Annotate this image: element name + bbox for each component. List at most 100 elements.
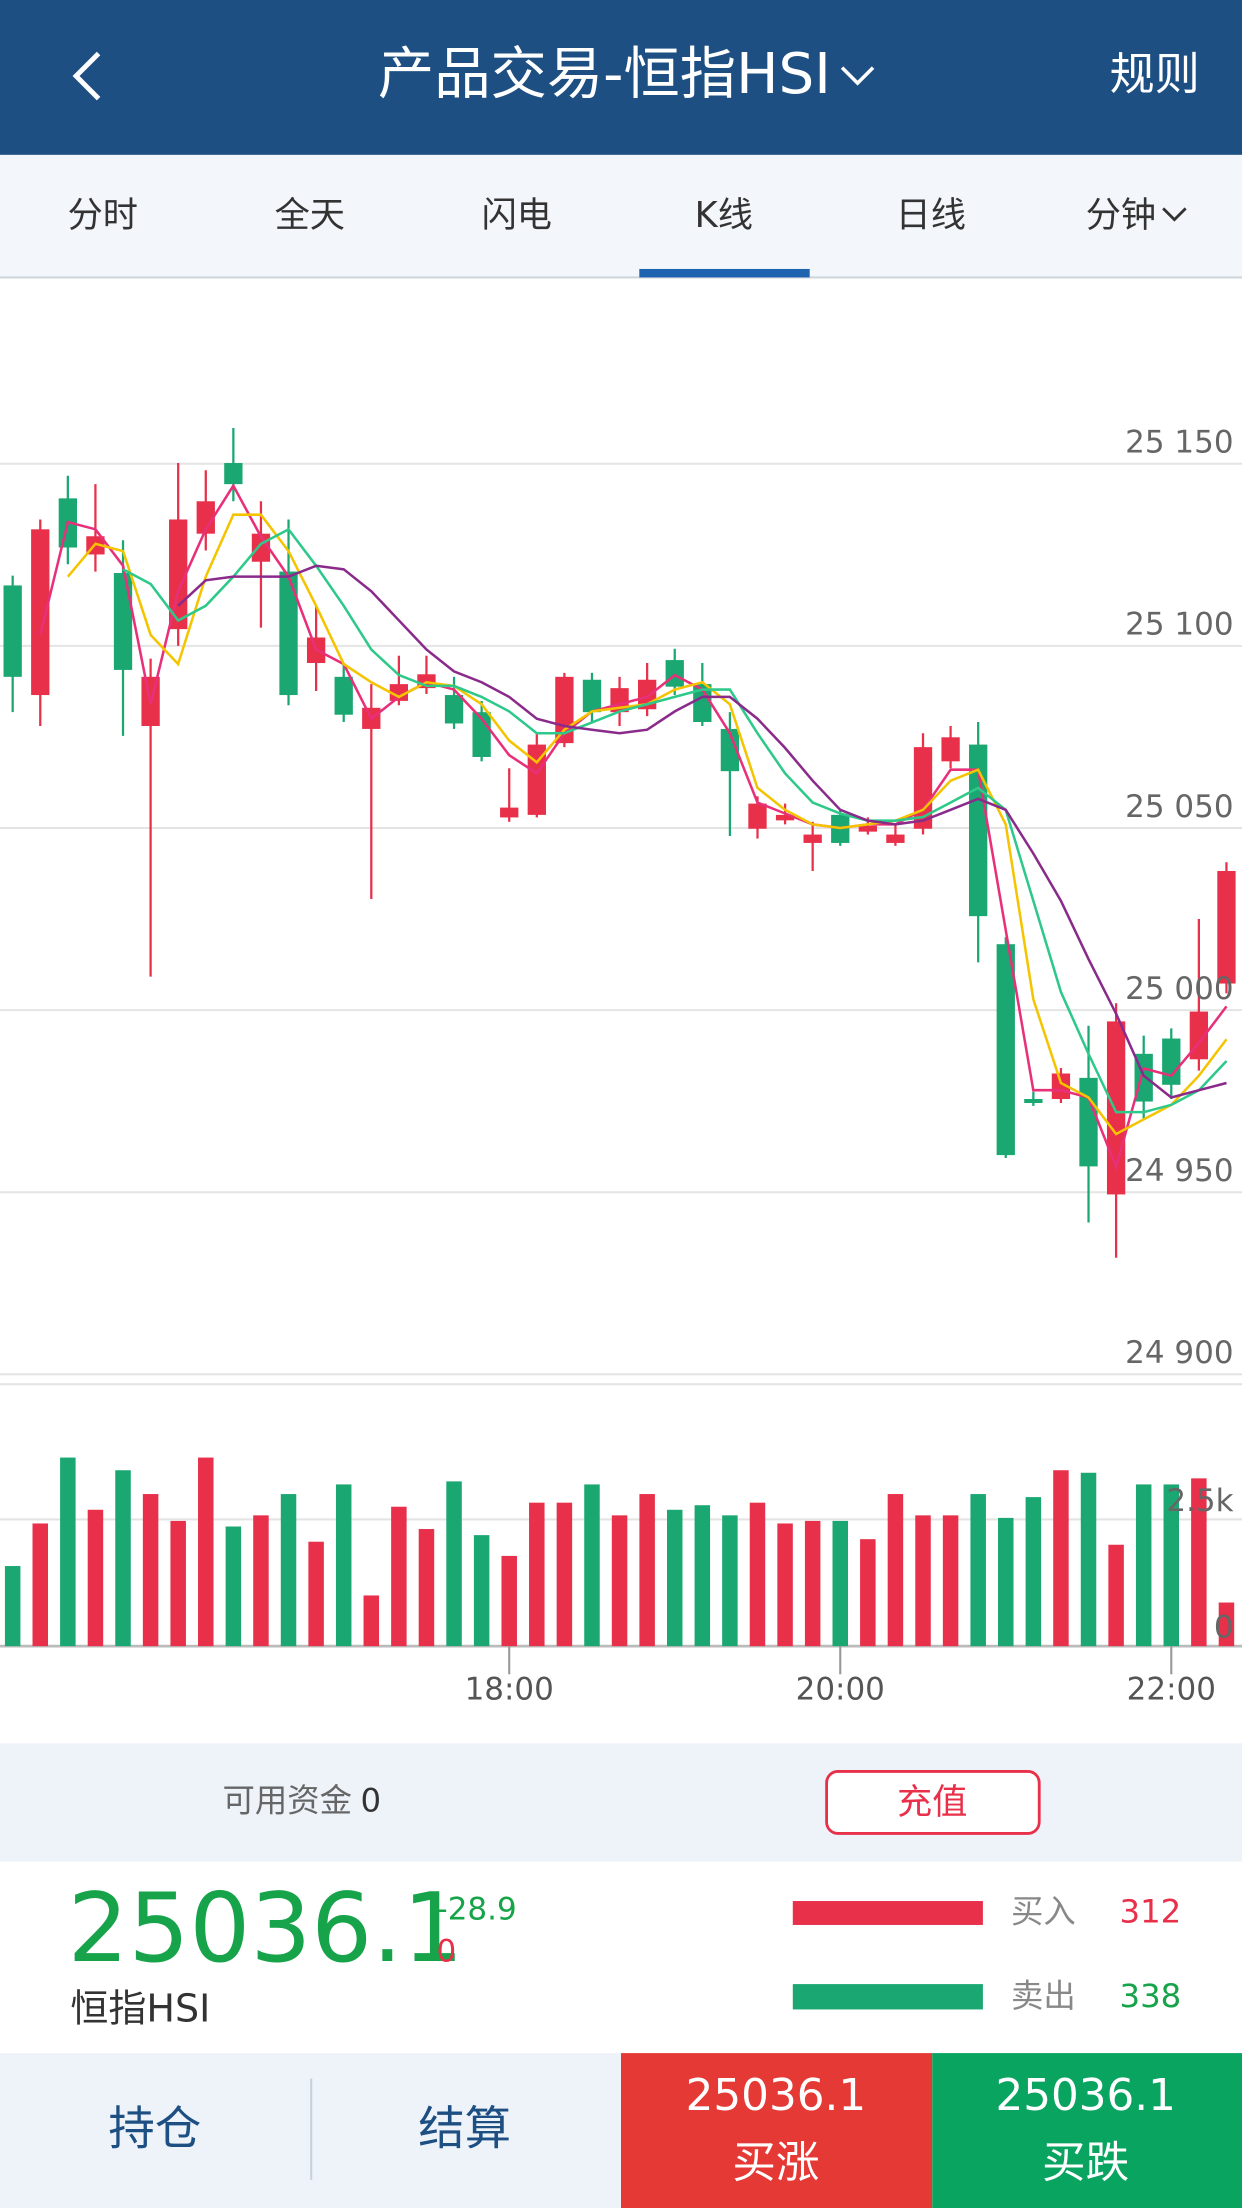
volume-bar	[60, 1457, 76, 1647]
x-tick-label: 20:00	[796, 1672, 885, 1708]
recharge-label[interactable]: 充值	[897, 1782, 967, 1823]
candle-body	[196, 501, 215, 534]
candle-body	[527, 744, 546, 815]
candle-body	[444, 695, 464, 724]
candle-body	[775, 814, 795, 821]
volume-bar	[446, 1481, 462, 1647]
last-price: 25036.1	[68, 1872, 464, 1984]
price-change: -28.9	[437, 1891, 517, 1927]
buy-up-button[interactable]	[621, 2053, 933, 2208]
volume-bar	[611, 1515, 628, 1647]
instrument-name: 恒指HSI	[70, 1986, 210, 2030]
buy-down-label[interactable]: 买跌	[1042, 2138, 1129, 2189]
y-tick-label: 24 900	[1125, 1335, 1233, 1371]
candle-body	[279, 571, 298, 696]
buy-down-button[interactable]	[932, 2053, 1242, 2208]
candle-body	[803, 834, 822, 843]
volume-bar	[308, 1541, 324, 1647]
buy-down-price[interactable]: 25036.1	[995, 2070, 1175, 2121]
kline-chart: 24 900 24 950 25 000 25 050 25 100 25 150 18:0…	[0, 425, 1242, 1708]
volume-bar	[225, 1526, 242, 1647]
y-tick-label: 2.5k	[1166, 1483, 1233, 1519]
volume-bar	[998, 1517, 1014, 1647]
candle-body	[334, 676, 353, 715]
volume-bar	[335, 1484, 352, 1647]
tab[interactable]: 全天	[275, 195, 345, 236]
y-tick-label: 0	[1214, 1610, 1234, 1646]
candle-body	[31, 529, 50, 696]
volume-bar	[473, 1535, 490, 1647]
recharge-button[interactable]	[825, 1770, 1041, 1835]
buy-bar	[792, 1901, 983, 1925]
rules-link[interactable]: 规则	[1110, 47, 1200, 100]
candle-body	[665, 660, 684, 687]
volume-bar	[887, 1494, 904, 1647]
candle-body	[3, 585, 22, 677]
candle-body	[1024, 1098, 1043, 1104]
volume-bar	[1108, 1544, 1124, 1647]
balance: 可用资金 0	[222, 1781, 381, 1819]
candle-body	[720, 728, 740, 772]
volume-bar	[4, 1566, 21, 1647]
volume-bar	[666, 1509, 683, 1647]
volume-bar	[804, 1520, 821, 1647]
sell-count: 338	[1119, 1977, 1181, 2015]
volume-bar	[1025, 1497, 1042, 1647]
volume-bar	[170, 1520, 186, 1647]
candle-body	[886, 834, 905, 843]
volume-bar	[32, 1523, 49, 1647]
tab-indicator	[639, 268, 810, 278]
candle-body	[941, 737, 960, 762]
volume-bar	[832, 1520, 848, 1647]
candle-body	[913, 747, 933, 829]
ma-line	[177, 564, 1227, 1099]
volume-bar	[1080, 1472, 1097, 1647]
volume-bar	[694, 1505, 711, 1647]
x-tick-label: 22:00	[1127, 1672, 1216, 1708]
volume-bar	[280, 1494, 297, 1647]
volume-bar	[777, 1523, 793, 1647]
candle-body	[858, 825, 877, 832]
volume-bar	[363, 1595, 380, 1647]
volume-bar	[915, 1515, 931, 1647]
y-tick-label: 25 050	[1125, 789, 1233, 825]
ma-line	[66, 513, 1228, 1136]
volume-bar	[391, 1506, 407, 1647]
tab[interactable]: 分钟	[1086, 195, 1156, 236]
settlement-tab[interactable]: 结算	[418, 2101, 511, 2155]
volume-bar	[584, 1484, 600, 1647]
volume-bar	[749, 1502, 766, 1647]
tab-active[interactable]: K线	[695, 195, 753, 236]
buy-up-label[interactable]: 买涨	[732, 2138, 819, 2189]
candle-body	[500, 807, 519, 818]
volume-bar	[722, 1515, 738, 1647]
y-tick-label: 25 150	[1125, 425, 1233, 461]
candle-body	[748, 803, 767, 829]
tab[interactable]: 闪电	[482, 195, 552, 236]
buy-up-price[interactable]: 25036.1	[686, 2070, 866, 2121]
volume-bar	[253, 1515, 269, 1647]
candle-body	[113, 573, 133, 670]
balance-label: 可用资金	[222, 1781, 352, 1819]
back-button[interactable]	[72, 51, 101, 101]
volume-bar	[1163, 1484, 1180, 1647]
buy-label: 买入	[1011, 1893, 1076, 1931]
volume-bar	[1218, 1602, 1235, 1647]
volume-bar	[942, 1515, 959, 1647]
title-dropdown[interactable]	[840, 66, 875, 86]
volume-bar	[529, 1502, 545, 1647]
positions-tab[interactable]: 持仓	[108, 2101, 201, 2155]
candle-body	[1217, 870, 1236, 984]
candle-body	[969, 744, 988, 917]
tab-dropdown[interactable]	[1162, 207, 1187, 222]
y-tick-label: 25 000	[1125, 971, 1233, 1007]
candle-body	[996, 944, 1015, 1156]
tab[interactable]: 日线	[896, 195, 966, 236]
volume-bar	[198, 1457, 214, 1647]
price-change-pct: 0	[437, 1934, 457, 1970]
candle-body	[1079, 1077, 1098, 1167]
volume-bar	[87, 1509, 104, 1647]
volume-bar	[1135, 1484, 1152, 1647]
tab[interactable]: 分时	[68, 195, 138, 236]
